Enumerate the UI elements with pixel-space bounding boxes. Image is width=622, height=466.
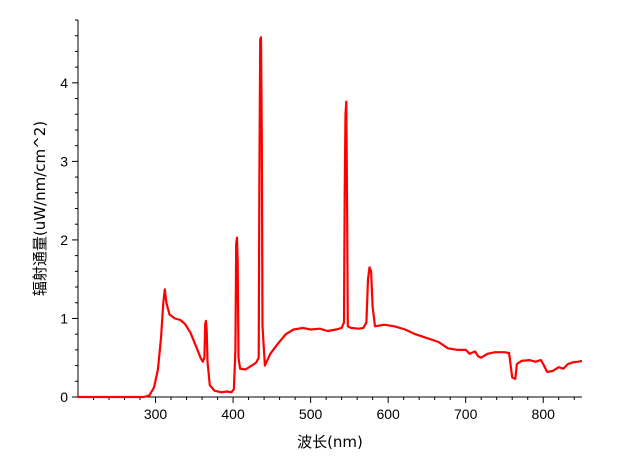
y-tick-label: 4 (60, 75, 68, 91)
y-tick-label: 0 (60, 389, 68, 405)
spectrum-line (78, 36, 583, 399)
x-tick-label: 500 (299, 406, 323, 422)
tick-labels: 0 1 2 3 4 300 400 500 600 700 800 (60, 75, 555, 422)
x-tick-label: 700 (454, 406, 478, 422)
series-layer (78, 36, 583, 399)
x-tick-label: 600 (376, 406, 400, 422)
axes (77, 20, 582, 398)
tick-marks (72, 19, 575, 403)
y-tick-label: 2 (60, 232, 68, 248)
x-tick-label: 300 (144, 406, 168, 422)
y-axis-title: 辐射通量(uW/nm/cm^2) (31, 121, 49, 296)
x-axis-title: 波长(nm) (297, 433, 363, 451)
y-tick-label: 3 (60, 153, 68, 169)
x-tick-label: 400 (221, 406, 245, 422)
y-tick-label: 1 (60, 310, 68, 326)
x-tick-label: 800 (532, 406, 556, 422)
